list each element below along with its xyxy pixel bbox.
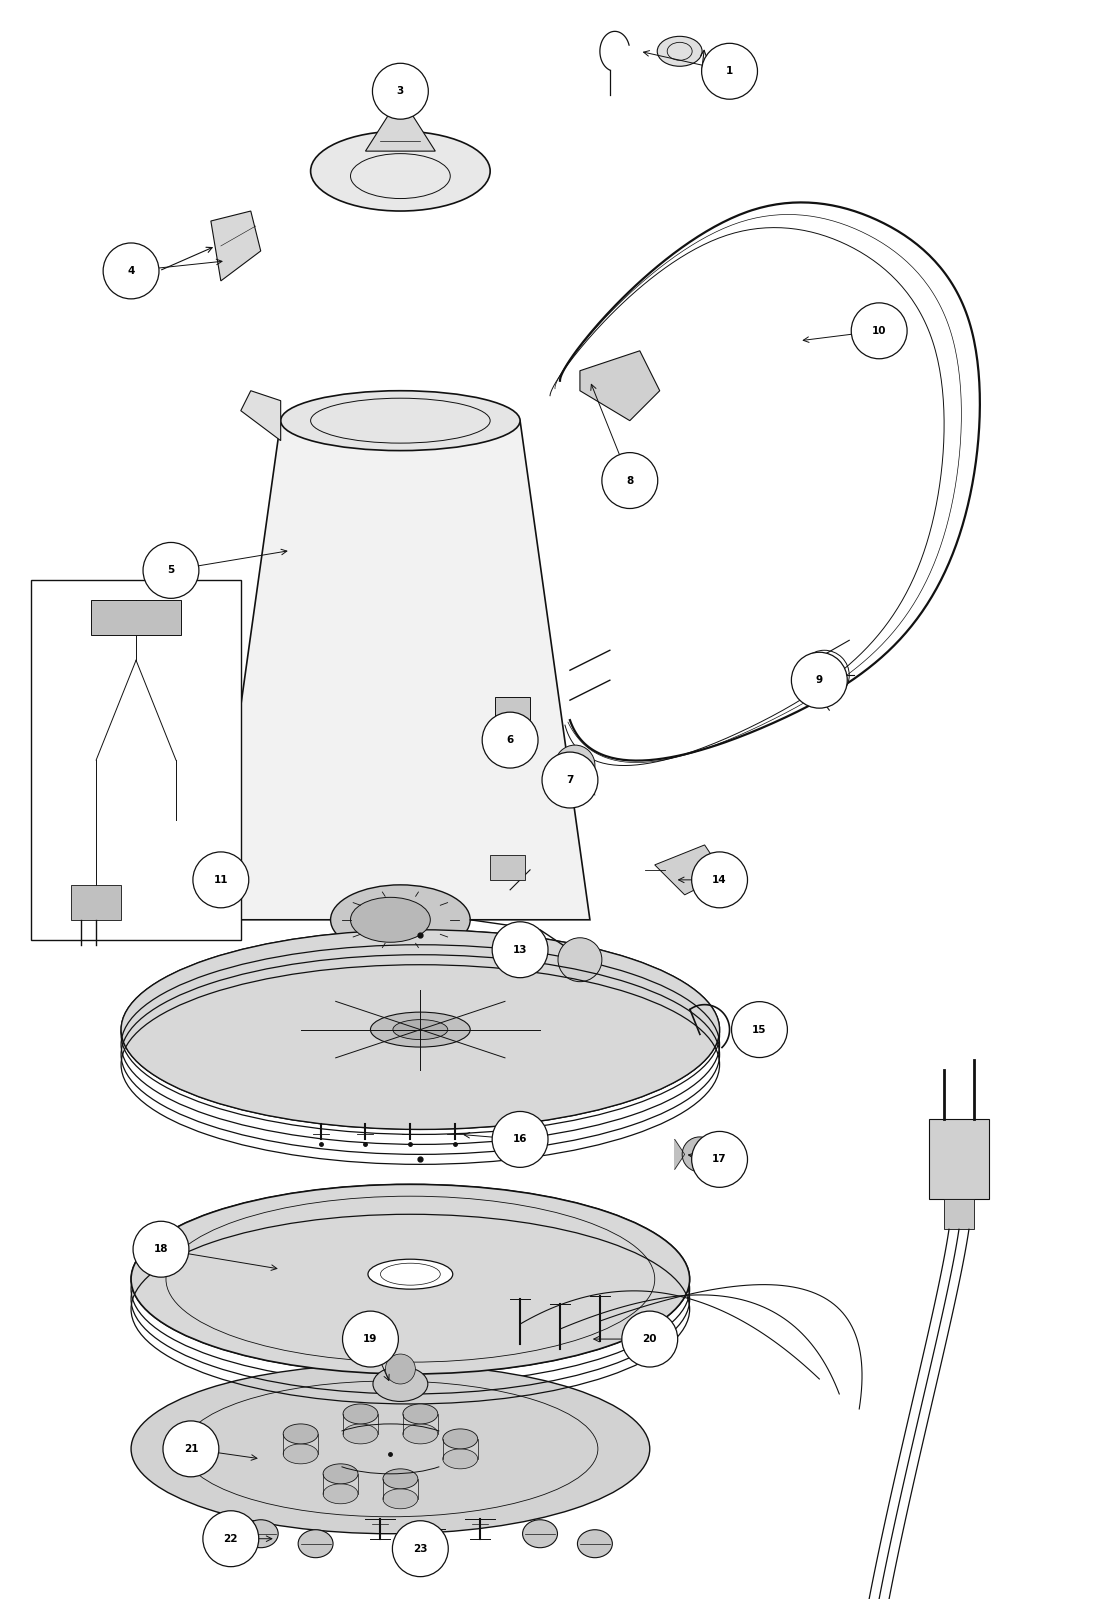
Ellipse shape <box>121 930 720 1130</box>
Ellipse shape <box>443 1450 478 1469</box>
Circle shape <box>851 302 907 358</box>
Ellipse shape <box>403 1424 438 1443</box>
Circle shape <box>702 43 757 99</box>
Ellipse shape <box>280 390 520 451</box>
Polygon shape <box>211 421 590 920</box>
Ellipse shape <box>121 930 720 1130</box>
Ellipse shape <box>323 1483 358 1504</box>
Circle shape <box>492 922 548 978</box>
Text: 22: 22 <box>224 1534 238 1544</box>
Text: 23: 23 <box>413 1544 427 1554</box>
Text: 20: 20 <box>643 1334 657 1344</box>
Bar <box>495 698 530 725</box>
Text: 14: 14 <box>712 875 726 885</box>
Circle shape <box>144 542 199 598</box>
Circle shape <box>492 1112 548 1168</box>
Text: 13: 13 <box>513 944 528 955</box>
Text: 16: 16 <box>513 1134 528 1144</box>
Text: 21: 21 <box>183 1443 198 1454</box>
Circle shape <box>392 1520 448 1576</box>
Bar <box>31 581 241 939</box>
Ellipse shape <box>343 1424 378 1443</box>
Text: 15: 15 <box>752 1024 766 1035</box>
Ellipse shape <box>371 1013 470 1046</box>
Polygon shape <box>655 845 724 894</box>
Bar <box>92 600 181 635</box>
Circle shape <box>622 1310 678 1366</box>
Ellipse shape <box>298 1530 333 1558</box>
Circle shape <box>542 752 598 808</box>
Ellipse shape <box>443 1429 478 1450</box>
Polygon shape <box>930 1120 989 1200</box>
Text: 8: 8 <box>626 475 634 485</box>
Ellipse shape <box>577 1530 613 1558</box>
Circle shape <box>602 453 658 509</box>
Text: 9: 9 <box>816 675 822 685</box>
Polygon shape <box>580 350 660 421</box>
Ellipse shape <box>682 1138 718 1171</box>
Text: 4: 4 <box>127 266 135 275</box>
Ellipse shape <box>373 1366 428 1402</box>
Text: 5: 5 <box>168 565 174 576</box>
Circle shape <box>134 1221 189 1277</box>
Ellipse shape <box>243 1520 278 1547</box>
Ellipse shape <box>330 885 470 955</box>
Circle shape <box>103 243 159 299</box>
Ellipse shape <box>323 1464 358 1483</box>
Text: 7: 7 <box>566 774 574 786</box>
Text: 6: 6 <box>507 734 513 746</box>
Circle shape <box>193 851 248 907</box>
Ellipse shape <box>310 131 490 211</box>
Ellipse shape <box>131 1365 650 1534</box>
Ellipse shape <box>131 1184 690 1374</box>
Circle shape <box>372 64 428 118</box>
Polygon shape <box>211 211 261 282</box>
Circle shape <box>558 938 602 982</box>
Polygon shape <box>365 96 435 150</box>
Circle shape <box>342 1310 399 1366</box>
Bar <box>490 854 526 880</box>
Circle shape <box>691 1131 747 1187</box>
Ellipse shape <box>284 1424 318 1443</box>
Ellipse shape <box>383 1490 417 1509</box>
Ellipse shape <box>284 1443 318 1464</box>
Circle shape <box>691 851 747 907</box>
Text: 19: 19 <box>363 1334 378 1344</box>
Circle shape <box>203 1510 258 1566</box>
Text: 11: 11 <box>213 875 229 885</box>
Ellipse shape <box>403 1403 438 1424</box>
Circle shape <box>163 1421 219 1477</box>
Circle shape <box>732 1002 787 1058</box>
Text: 3: 3 <box>396 86 404 96</box>
Polygon shape <box>241 390 280 440</box>
Ellipse shape <box>350 898 431 942</box>
Ellipse shape <box>393 1019 448 1040</box>
Ellipse shape <box>657 37 702 66</box>
Text: 10: 10 <box>872 326 887 336</box>
Text: 18: 18 <box>153 1245 168 1254</box>
Ellipse shape <box>368 1259 453 1290</box>
Polygon shape <box>675 1139 684 1170</box>
Circle shape <box>385 1354 415 1384</box>
Circle shape <box>792 653 847 709</box>
Text: 1: 1 <box>726 66 733 77</box>
Circle shape <box>482 712 538 768</box>
Ellipse shape <box>522 1520 558 1547</box>
Ellipse shape <box>343 1403 378 1424</box>
Ellipse shape <box>131 1184 690 1374</box>
Polygon shape <box>944 1200 974 1229</box>
Text: 17: 17 <box>712 1154 726 1165</box>
Ellipse shape <box>383 1469 417 1490</box>
Circle shape <box>555 746 595 786</box>
Bar <box>72 885 121 920</box>
